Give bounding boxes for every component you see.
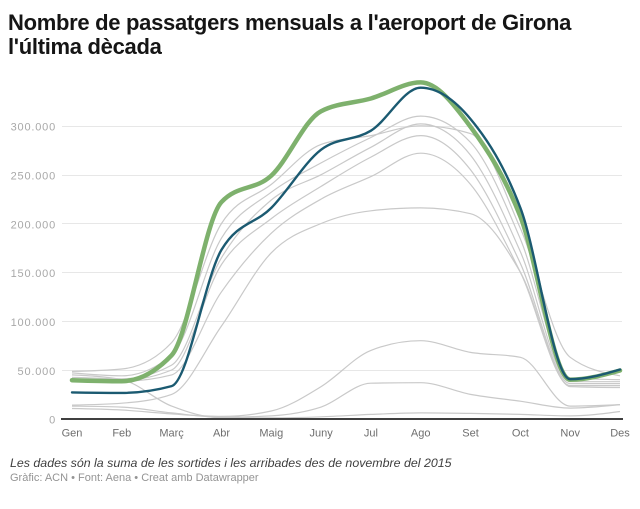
svg-text:Abr: Abr [213, 427, 230, 439]
svg-text:300.000: 300.000 [11, 122, 56, 134]
svg-text:100.000: 100.000 [11, 317, 56, 329]
svg-text:Des: Des [610, 427, 630, 439]
svg-text:200.000: 200.000 [11, 219, 56, 231]
svg-text:Feb: Feb [112, 427, 131, 439]
svg-text:Juny: Juny [309, 427, 333, 439]
svg-text:50.000: 50.000 [18, 366, 56, 378]
svg-text:250.000: 250.000 [11, 171, 56, 183]
svg-text:Nov: Nov [560, 427, 580, 439]
svg-text:Oct: Oct [512, 427, 529, 439]
svg-text:Jul: Jul [364, 427, 378, 439]
svg-text:Maig: Maig [259, 427, 283, 439]
svg-text:0: 0 [49, 415, 56, 427]
svg-text:Març: Març [159, 427, 184, 439]
svg-text:Gen: Gen [62, 427, 83, 439]
svg-text:Ago: Ago [411, 427, 431, 439]
svg-text:150.000: 150.000 [11, 268, 56, 280]
svg-text:Set: Set [462, 427, 479, 439]
